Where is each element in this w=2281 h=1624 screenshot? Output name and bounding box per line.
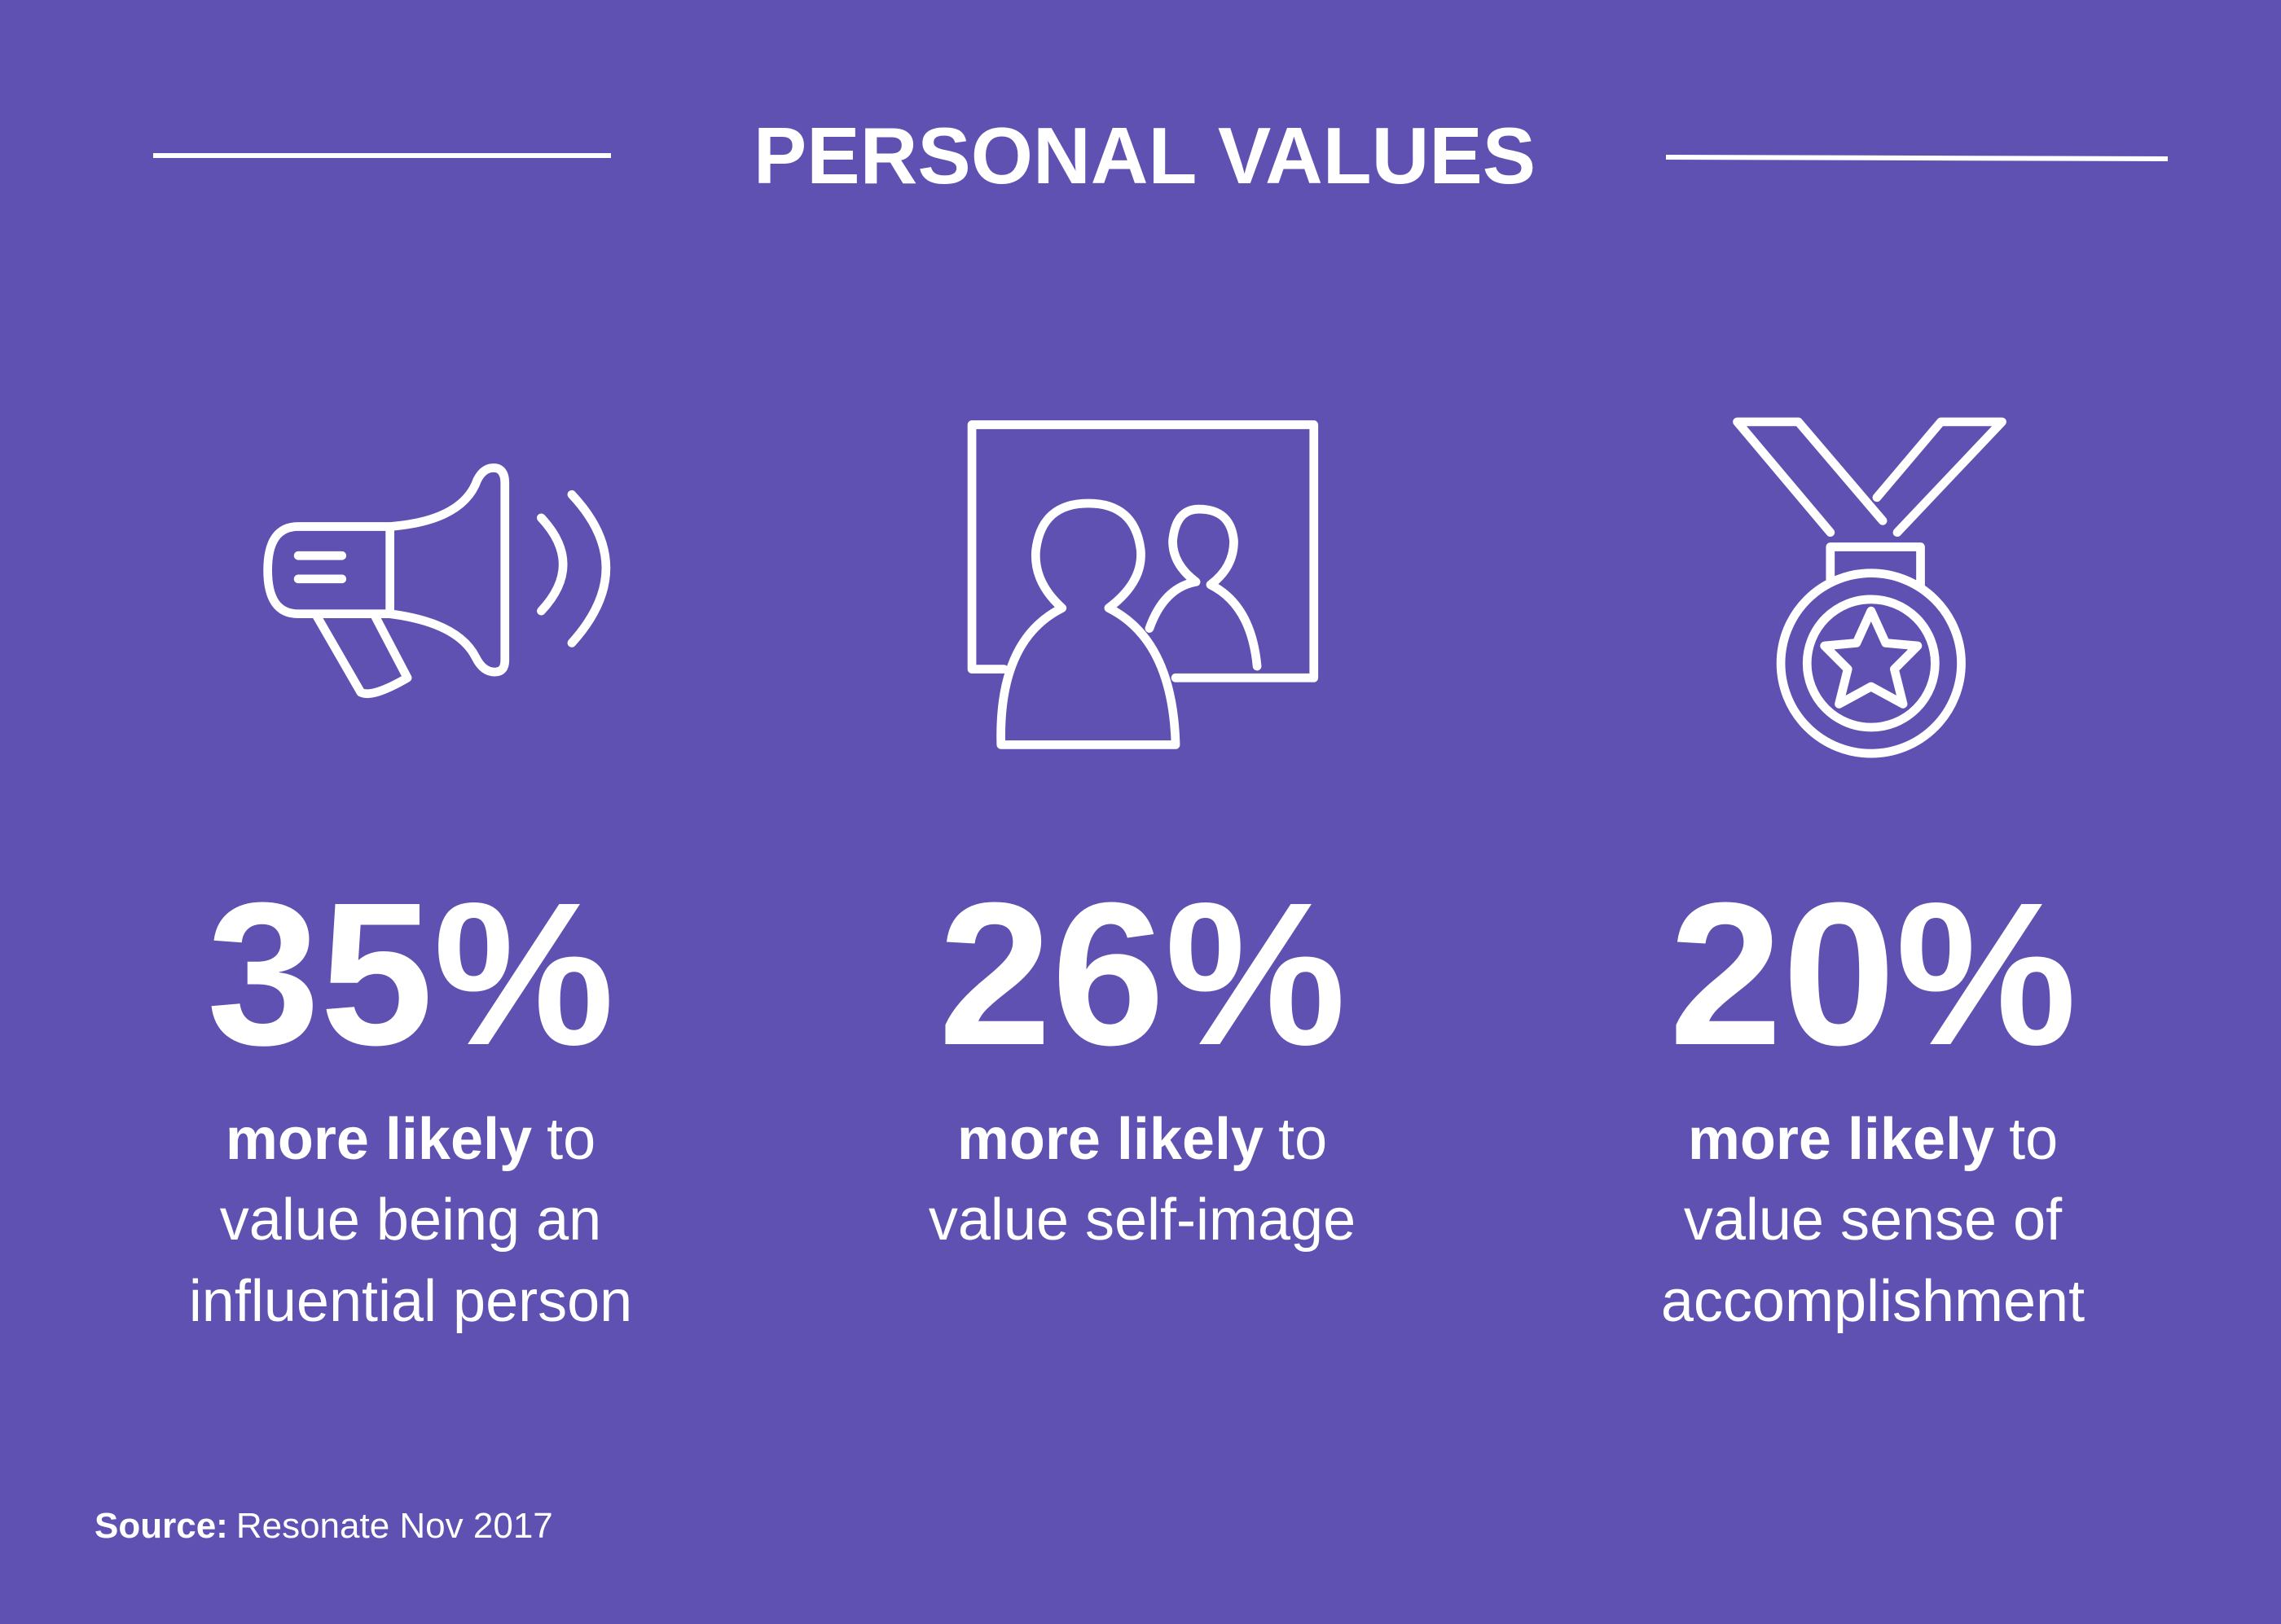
stat-value: 35% <box>207 860 614 1087</box>
stat-line: value sense of <box>1684 1187 2063 1253</box>
icons <box>263 417 2006 758</box>
title: PERSONAL VALUES <box>754 111 1536 200</box>
stat-line: more likely to <box>957 1107 1327 1172</box>
stat-line: more likely to <box>226 1107 596 1172</box>
stat-text: to <box>1278 1107 1327 1172</box>
stat-line: value being an <box>220 1187 601 1253</box>
emphasis: more likely <box>226 1107 532 1172</box>
title-rule <box>1665 155 2169 161</box>
stat-value: 20% <box>1669 860 2077 1087</box>
source: Source: Resonate Nov 2017 <box>94 1506 553 1546</box>
stat-line: accomplishment <box>1661 1269 2085 1334</box>
stat-value: 26% <box>938 860 1346 1087</box>
self-image-icon <box>967 420 1319 749</box>
stat-text: to <box>2009 1107 2058 1172</box>
stat-text: to <box>547 1107 596 1172</box>
source-label: Source: <box>94 1506 228 1546</box>
stat-line: value self-image <box>929 1187 1356 1253</box>
stat-line: more likely to <box>1688 1107 2058 1172</box>
medal-icon <box>1733 417 2006 758</box>
megaphone-icon <box>263 463 611 699</box>
emphasis: more likely <box>1688 1107 1994 1172</box>
source-text: Resonate Nov 2017 <box>236 1506 553 1546</box>
emphasis: more likely <box>957 1107 1264 1172</box>
stat-line: influential person <box>189 1269 632 1334</box>
